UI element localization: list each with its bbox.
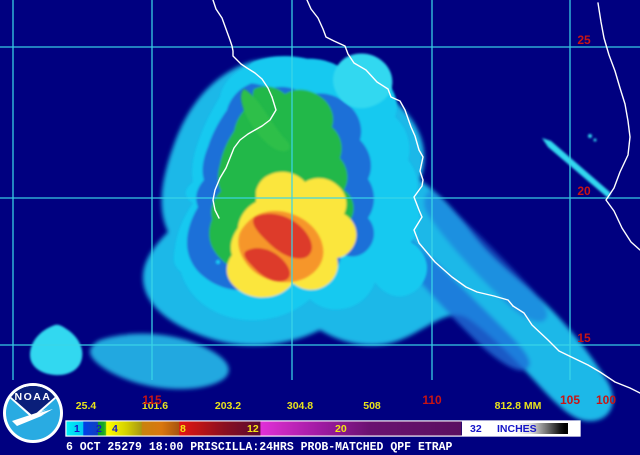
svg-text:2: 2: [96, 423, 102, 435]
svg-text:6 OCT 25279 18:00 PRISCILLA:24: 6 OCT 25279 18:00 PRISCILLA:24HRS PROB-M…: [66, 441, 453, 454]
svg-text:1: 1: [74, 423, 80, 435]
svg-text:304.8: 304.8: [287, 400, 313, 412]
svg-text:25: 25: [577, 33, 591, 47]
svg-text:105: 105: [560, 393, 580, 407]
svg-text:115: 115: [142, 393, 162, 407]
svg-text:NOAA: NOAA: [15, 391, 52, 403]
svg-text:8: 8: [180, 423, 186, 435]
svg-text:20: 20: [577, 184, 591, 198]
svg-text:12: 12: [247, 423, 259, 435]
svg-text:812.8 MM: 812.8 MM: [495, 400, 542, 412]
svg-text:4: 4: [112, 423, 118, 435]
svg-text:25.4: 25.4: [76, 400, 97, 412]
svg-text:15: 15: [577, 331, 591, 345]
svg-text:32: 32: [470, 423, 482, 435]
svg-text:203.2: 203.2: [215, 400, 241, 412]
svg-text:20: 20: [335, 423, 347, 435]
svg-text:110: 110: [422, 393, 442, 407]
svg-text:508: 508: [363, 400, 381, 412]
svg-text:100: 100: [596, 393, 616, 407]
svg-text:INCHES: INCHES: [497, 423, 537, 435]
